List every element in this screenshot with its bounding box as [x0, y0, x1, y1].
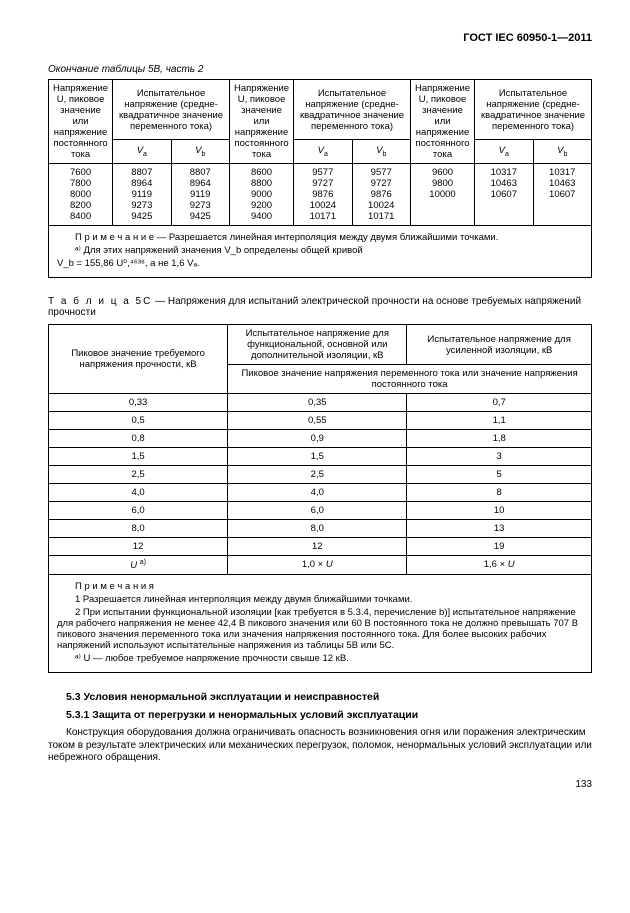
hdr-vb2: Vb: [352, 140, 410, 164]
table-5c-title: Т а б л и ц а 5С — Напряжения для испыта…: [48, 296, 592, 318]
table-5c: Пиковое значение требуемого напряжения п…: [48, 324, 592, 673]
hdr-vb3: Vb: [533, 140, 592, 164]
section-5-3: 5.3 Условия ненормальной эксплуатации и …: [48, 691, 592, 703]
g3-va: 10317 10463 10607: [475, 164, 533, 226]
t5c-col1: Пиковое значение требуемого напряжения п…: [49, 325, 228, 394]
hdr-u2: Напряжение U, пиковое значение или напря…: [229, 80, 293, 164]
hdr-va3: Va: [475, 140, 533, 164]
u-col2: 8600 8800 9000 9200 9400: [229, 164, 293, 226]
hdr-test1: Испытательное напряжение (средне-квадрат…: [113, 80, 230, 140]
hdr-vb1: Vb: [171, 140, 229, 164]
hdr-u1: Напряжение U, пиковое значение или напря…: [49, 80, 113, 164]
t5c-col2: Испытательное напряжение для функциональ…: [228, 325, 407, 365]
hdr-test3: Испытательное напряжение (средне-квадрат…: [475, 80, 592, 140]
table-5b-caption: Окончание таблицы 5В, часть 2: [48, 64, 592, 75]
table-5c-notes: П р и м е ч а н и я 1 Разрешается линейн…: [49, 575, 592, 673]
hdr-va1: Va: [113, 140, 171, 164]
g2-va: 9577 9727 9876 10024 10171: [294, 164, 352, 226]
document-code: ГОСТ IEC 60950-1—2011: [48, 32, 592, 44]
t5c-subheader: Пиковое значение напряжения переменного …: [228, 365, 592, 394]
hdr-u3: Напряжение U, пиковое значение или напря…: [410, 80, 474, 164]
table-5b: Напряжение U, пиковое значение или напря…: [48, 79, 592, 278]
page-number: 133: [48, 779, 592, 790]
hdr-va2: Va: [294, 140, 352, 164]
g3-vb: 10317 10463 10607: [533, 164, 592, 226]
g1-vb: 8807 8964 9119 9273 9425: [171, 164, 229, 226]
g1-va: 8807 8964 9119 9273 9425: [113, 164, 171, 226]
paragraph-5-3-1: Конструкция оборудования должна ограничи…: [48, 727, 592, 765]
table-5b-notes: П р и м е ч а н и е — Разрешается линейн…: [49, 226, 592, 278]
g2-vb: 9577 9727 9876 10024 10171: [352, 164, 410, 226]
hdr-test2: Испытательное напряжение (средне-квадрат…: [294, 80, 411, 140]
section-5-3-1: 5.3.1 Защита от перегрузки и ненормальны…: [48, 709, 592, 721]
t5c-col3: Испытательное напряжение для усиленной и…: [407, 325, 592, 365]
u-col1: 7600 7800 8000 8200 8400: [49, 164, 113, 226]
u-col3: 9600 9800 10000: [410, 164, 474, 226]
